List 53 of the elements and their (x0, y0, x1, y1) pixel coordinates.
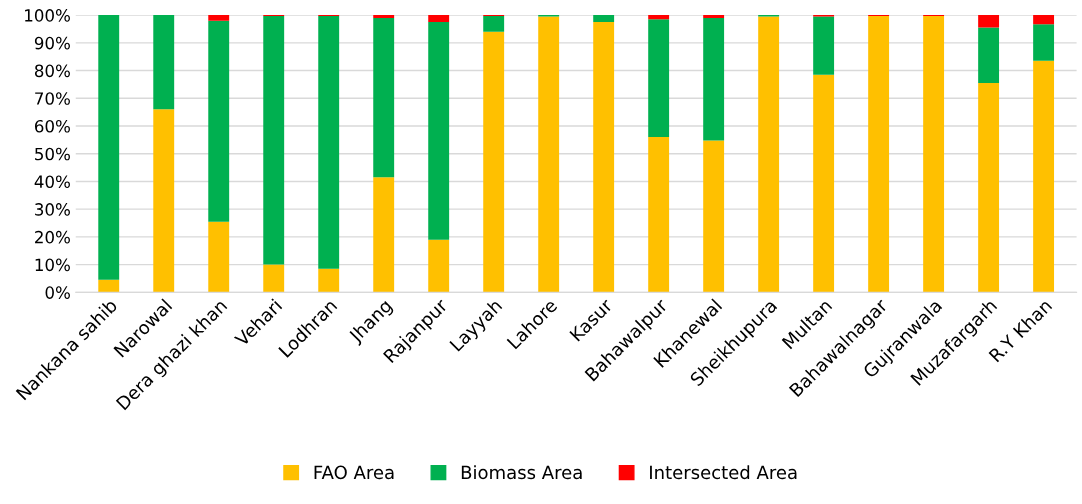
bar (1033, 24, 1055, 61)
bar (978, 27, 1000, 84)
y-tick-label: 70% (35, 92, 70, 105)
legend-label: Intersected Area (650, 465, 797, 480)
bar (703, 15, 725, 18)
bar (428, 22, 450, 240)
bar (208, 15, 230, 21)
bar (703, 17, 725, 141)
bar (978, 83, 1000, 293)
bar (703, 140, 725, 293)
bar (98, 279, 120, 293)
bar (978, 15, 1000, 28)
bar (923, 15, 945, 293)
y-tick-label: 0% (45, 286, 70, 299)
bar (318, 15, 340, 269)
bar (868, 15, 890, 293)
bar (1033, 15, 1055, 25)
bar (153, 15, 175, 110)
bar (428, 15, 450, 23)
y-tick-label: 20% (35, 230, 70, 244)
bar (263, 264, 285, 293)
bar (593, 22, 615, 293)
bar (263, 15, 285, 265)
bar (98, 15, 120, 280)
bar (648, 137, 670, 293)
y-tick-label: 30% (35, 203, 70, 216)
bar (483, 15, 505, 32)
bar (1033, 60, 1055, 293)
bar (593, 15, 615, 23)
bar (538, 16, 560, 293)
bar (373, 177, 395, 293)
y-tick-label: 80% (34, 64, 70, 78)
bar (813, 74, 835, 293)
bar (373, 17, 395, 178)
bar (758, 16, 780, 293)
bar (208, 20, 230, 222)
y-tick-label: 100% (25, 9, 70, 22)
bar (648, 15, 670, 20)
bar (428, 239, 450, 293)
bar (813, 16, 835, 75)
bar (318, 268, 340, 293)
y-tick-label: 40% (34, 175, 70, 189)
legend-label: Biomass Area (461, 465, 582, 480)
bar (373, 15, 395, 18)
y-tick-label: 90% (34, 36, 70, 50)
bar (483, 31, 505, 293)
y-tick-label: 60% (35, 119, 70, 133)
y-tick-label: 10% (35, 258, 70, 272)
bar (153, 109, 175, 293)
y-tick-label: 50% (35, 147, 70, 161)
bar (208, 221, 230, 293)
bar (648, 19, 670, 138)
legend-label: FAO Area (314, 465, 394, 480)
